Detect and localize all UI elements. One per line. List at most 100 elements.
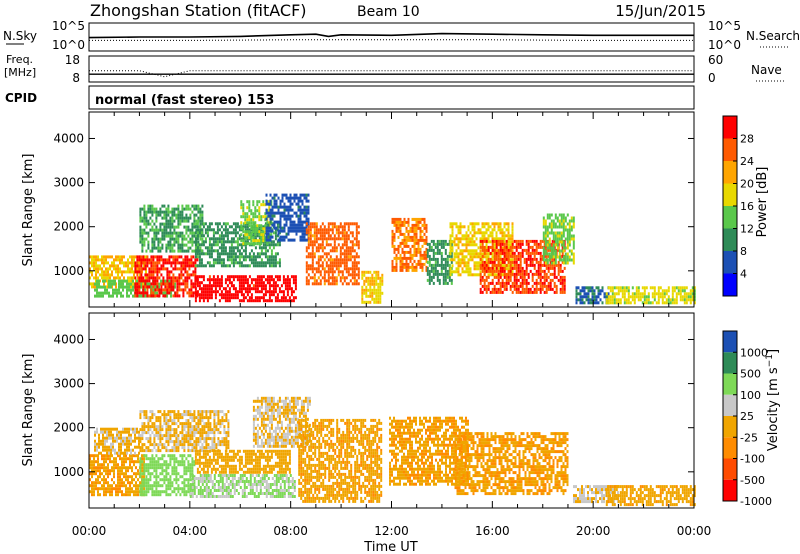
heatmap-cell: [442, 245, 445, 249]
heatmap-cell: [497, 287, 500, 291]
heatmap-cell: [333, 282, 336, 286]
heatmap-cell: [252, 255, 255, 259]
heatmap-cell: [187, 234, 190, 238]
heatmap-cell: [553, 281, 556, 285]
heatmap-cell: [297, 226, 300, 230]
heatmap-cell: [503, 284, 506, 288]
heatmap-cell: [351, 282, 354, 286]
heatmap-cell: [561, 287, 564, 291]
heatmap-cell: [264, 215, 267, 219]
heatmap-cell: [453, 240, 456, 244]
heatmap-cell: [290, 275, 293, 279]
heatmap-cell: [479, 281, 482, 285]
heatmap-cell: [200, 234, 203, 238]
heatmap-cell: [507, 257, 510, 261]
heatmap-cell: [194, 273, 197, 277]
heatmap-cell: [585, 286, 588, 290]
heatmap-cell: [554, 243, 557, 247]
heatmap-cell: [262, 236, 265, 240]
heatmap-cell: [89, 490, 91, 494]
heatmap-cell: [177, 234, 180, 238]
heatmap-cell: [206, 293, 209, 297]
heatmap-cell: [325, 231, 328, 235]
heatmap-cell: [276, 299, 279, 303]
heatmap-cell: [269, 208, 272, 212]
heatmap-cell: [417, 250, 420, 254]
heatmap-cell: [240, 299, 243, 303]
heatmap-cell: [150, 273, 153, 277]
heatmap-cell: [307, 240, 310, 244]
heatmap-cell: [293, 196, 296, 200]
heatmap-cell: [276, 275, 279, 279]
heatmap-cell: [558, 249, 561, 253]
heatmap-cell: [123, 466, 125, 470]
heatmap-cell: [232, 231, 235, 235]
heatmap-cell: [234, 240, 237, 244]
heatmap-cell: [595, 286, 598, 290]
heatmap-cell: [103, 484, 105, 488]
heatmap-cell: [174, 291, 177, 295]
heatmap-cell: [307, 225, 310, 229]
heatmap-cell: [373, 297, 376, 301]
heatmap-cell: [423, 250, 426, 254]
heatmap-cell: [159, 225, 162, 229]
heatmap-cell: [393, 217, 396, 221]
heatmap-cell: [453, 243, 456, 247]
heatmap-cell: [212, 231, 215, 235]
heatmap-cell: [421, 268, 424, 272]
heatmap-cell: [138, 285, 141, 289]
heatmap-cell: [393, 250, 396, 254]
heatmap-cell: [313, 276, 316, 280]
heatmap-cell: [170, 279, 173, 283]
heatmap-cell: [258, 206, 261, 210]
heatmap-cell: [98, 445, 100, 449]
heatmap-cell: [575, 298, 578, 302]
heatmap-cell: [503, 266, 506, 270]
heatmap-cell: [125, 469, 127, 473]
heatmap-cell: [505, 275, 508, 279]
heatmap-cell: [677, 289, 680, 293]
heatmap-cell: [91, 460, 93, 464]
heatmap-cell: [97, 463, 99, 467]
heatmap-cell: [230, 281, 233, 285]
heatmap-cell: [491, 258, 494, 262]
heatmap-cell: [541, 275, 544, 279]
heatmap-cell: [196, 252, 199, 256]
heatmap-cell: [305, 222, 308, 226]
heatmap-cell: [683, 295, 686, 299]
heatmap-cell: [615, 286, 618, 290]
heatmap-cell: [467, 258, 470, 262]
heatmap-cell: [204, 231, 207, 235]
heatmap-cell: [176, 288, 179, 292]
heatmap-cell: [132, 448, 134, 452]
heatmap-cell: [401, 268, 404, 272]
heatmap-cell: [541, 269, 544, 273]
heatmap-cell: [393, 220, 396, 224]
heatmap-cell: [511, 245, 514, 249]
heatmap-cell: [405, 265, 408, 269]
heatmap-cell: [491, 245, 494, 249]
heatmap-cell: [401, 223, 404, 227]
heatmap-cell: [130, 436, 132, 440]
heatmap-cell: [499, 242, 502, 246]
heatmap-cell: [355, 252, 358, 256]
heatmap-cell: [275, 205, 278, 209]
heatmap-cell: [127, 457, 129, 461]
heatmap-cell: [156, 270, 159, 274]
heatmap-cell: [519, 251, 522, 255]
heatmap-cell: [560, 222, 563, 226]
heatmap-cell: [269, 214, 272, 218]
heatmap-cell: [126, 442, 128, 446]
heatmap-cell: [546, 258, 549, 262]
heatmap-cell: [566, 237, 569, 241]
heatmap-cell: [240, 221, 243, 225]
heatmap-cell: [228, 240, 231, 244]
heatmap-cell: [290, 293, 293, 297]
heatmap-cell: [196, 222, 199, 226]
heatmap-cell: [550, 219, 553, 223]
heatmap-cell: [593, 298, 596, 302]
heatmap-cell: [132, 279, 134, 283]
heatmap-cell: [413, 217, 416, 221]
heatmap-cell: [549, 278, 552, 282]
